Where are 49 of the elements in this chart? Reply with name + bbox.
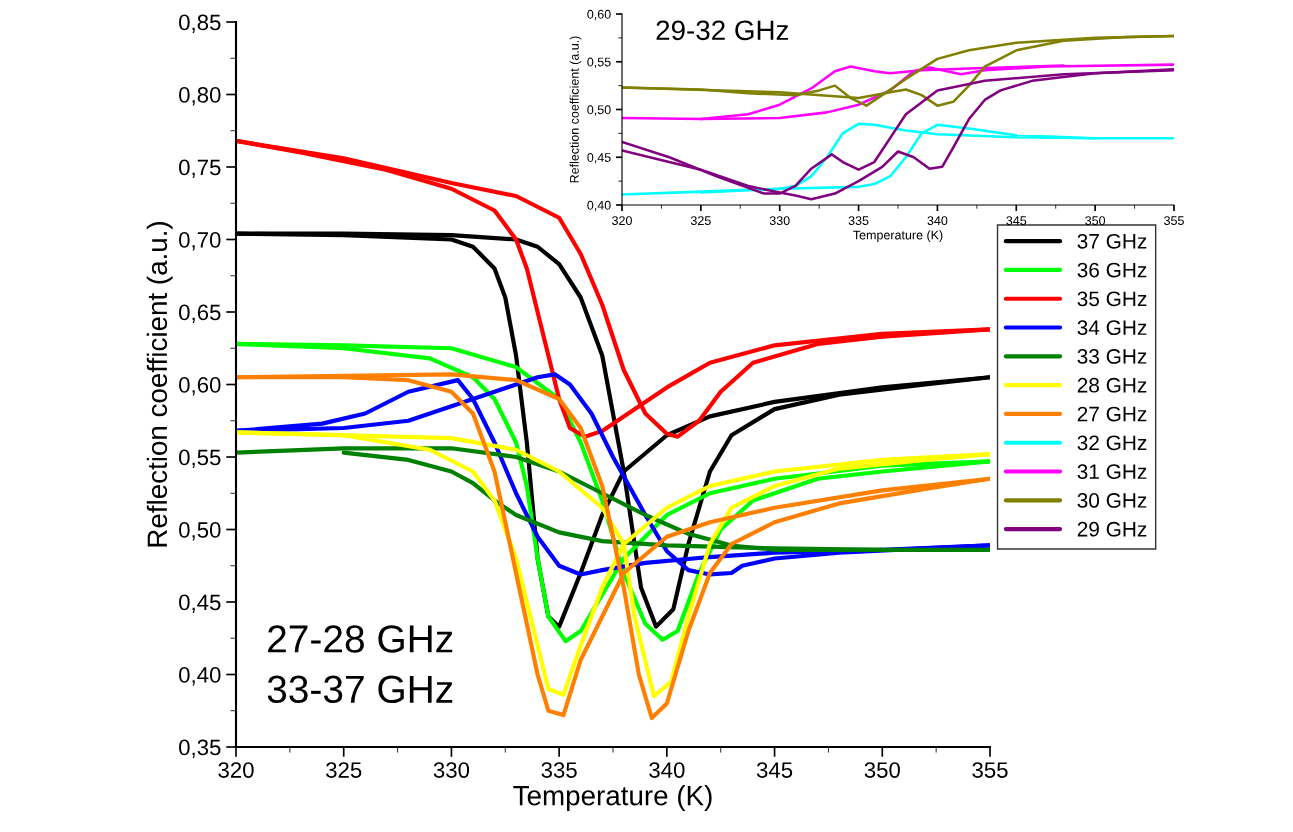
legend-label: 27 GHz: [1077, 406, 1147, 422]
y-tick-label: 0,55: [587, 57, 611, 68]
y-tick-label: 0,60: [179, 377, 221, 396]
legend-label: 29 GHz: [1077, 521, 1147, 537]
y-tick-label: 0,55: [179, 449, 221, 468]
y-tick-label: 0,60: [587, 9, 611, 21]
legend-label: 33 GHz: [1077, 349, 1147, 364]
annotation: 29-32 GHz: [656, 20, 789, 41]
legend-label: 37 GHz: [1077, 233, 1147, 249]
x-tick-label: 345: [756, 762, 793, 778]
legend-label: 35 GHz: [1077, 291, 1147, 307]
x-tick-label: 330: [769, 216, 790, 226]
legend-label: 31 GHz: [1077, 464, 1147, 479]
x-tick-label: 355: [972, 762, 1008, 778]
y-tick-label: 0,75: [179, 159, 221, 178]
x-tick-label: 340: [927, 216, 948, 226]
x-tick-label: 330: [433, 762, 470, 778]
y-tick-label: 0,35: [179, 739, 221, 758]
x-tick-label: 350: [1085, 216, 1106, 226]
y-tick-label: 0,80: [179, 87, 221, 106]
x-axis-title: Temperature (K): [853, 230, 943, 242]
legend-label: 34 GHz: [1077, 320, 1147, 336]
x-tick-label: 350: [864, 762, 900, 778]
y-tick-label: 0,45: [179, 594, 221, 613]
y-tick-label: 0,70: [179, 232, 221, 251]
x-tick-label: 325: [690, 216, 711, 226]
x-tick-label: 320: [218, 762, 254, 778]
y-tick-label: 0,85: [179, 14, 221, 33]
legend-label: 30 GHz: [1077, 493, 1147, 508]
x-tick-label: 355: [1164, 216, 1184, 226]
legend-label: 28 GHz: [1077, 377, 1147, 393]
x-tick-label: 340: [649, 762, 685, 778]
x-tick-label: 335: [541, 762, 577, 778]
legend-label: 32 GHz: [1077, 435, 1147, 451]
y-tick-label: 0,50: [587, 105, 611, 116]
y-tick-label: 0,45: [587, 153, 611, 164]
y-tick-label: 0,40: [587, 200, 611, 212]
x-tick-label: 325: [326, 762, 362, 778]
x-tick-label: 345: [1006, 216, 1027, 226]
x-tick-label: 335: [848, 216, 869, 226]
x-axis-title: Temperature (K): [513, 785, 712, 811]
y-tick-label: 0,65: [179, 304, 221, 323]
y-tick-label: 0,50: [179, 522, 221, 541]
legend-label: 36 GHz: [1077, 262, 1147, 278]
y-axis-title: Reflection coefficient (a.u.): [146, 222, 173, 547]
x-tick-label: 320: [612, 216, 632, 226]
y-axis-title: Reflection coefficient (a.u.): [569, 36, 582, 183]
annotation: 27-28 GHz 33-37 GHz: [267, 625, 453, 704]
y-tick-label: 0,40: [179, 667, 221, 686]
